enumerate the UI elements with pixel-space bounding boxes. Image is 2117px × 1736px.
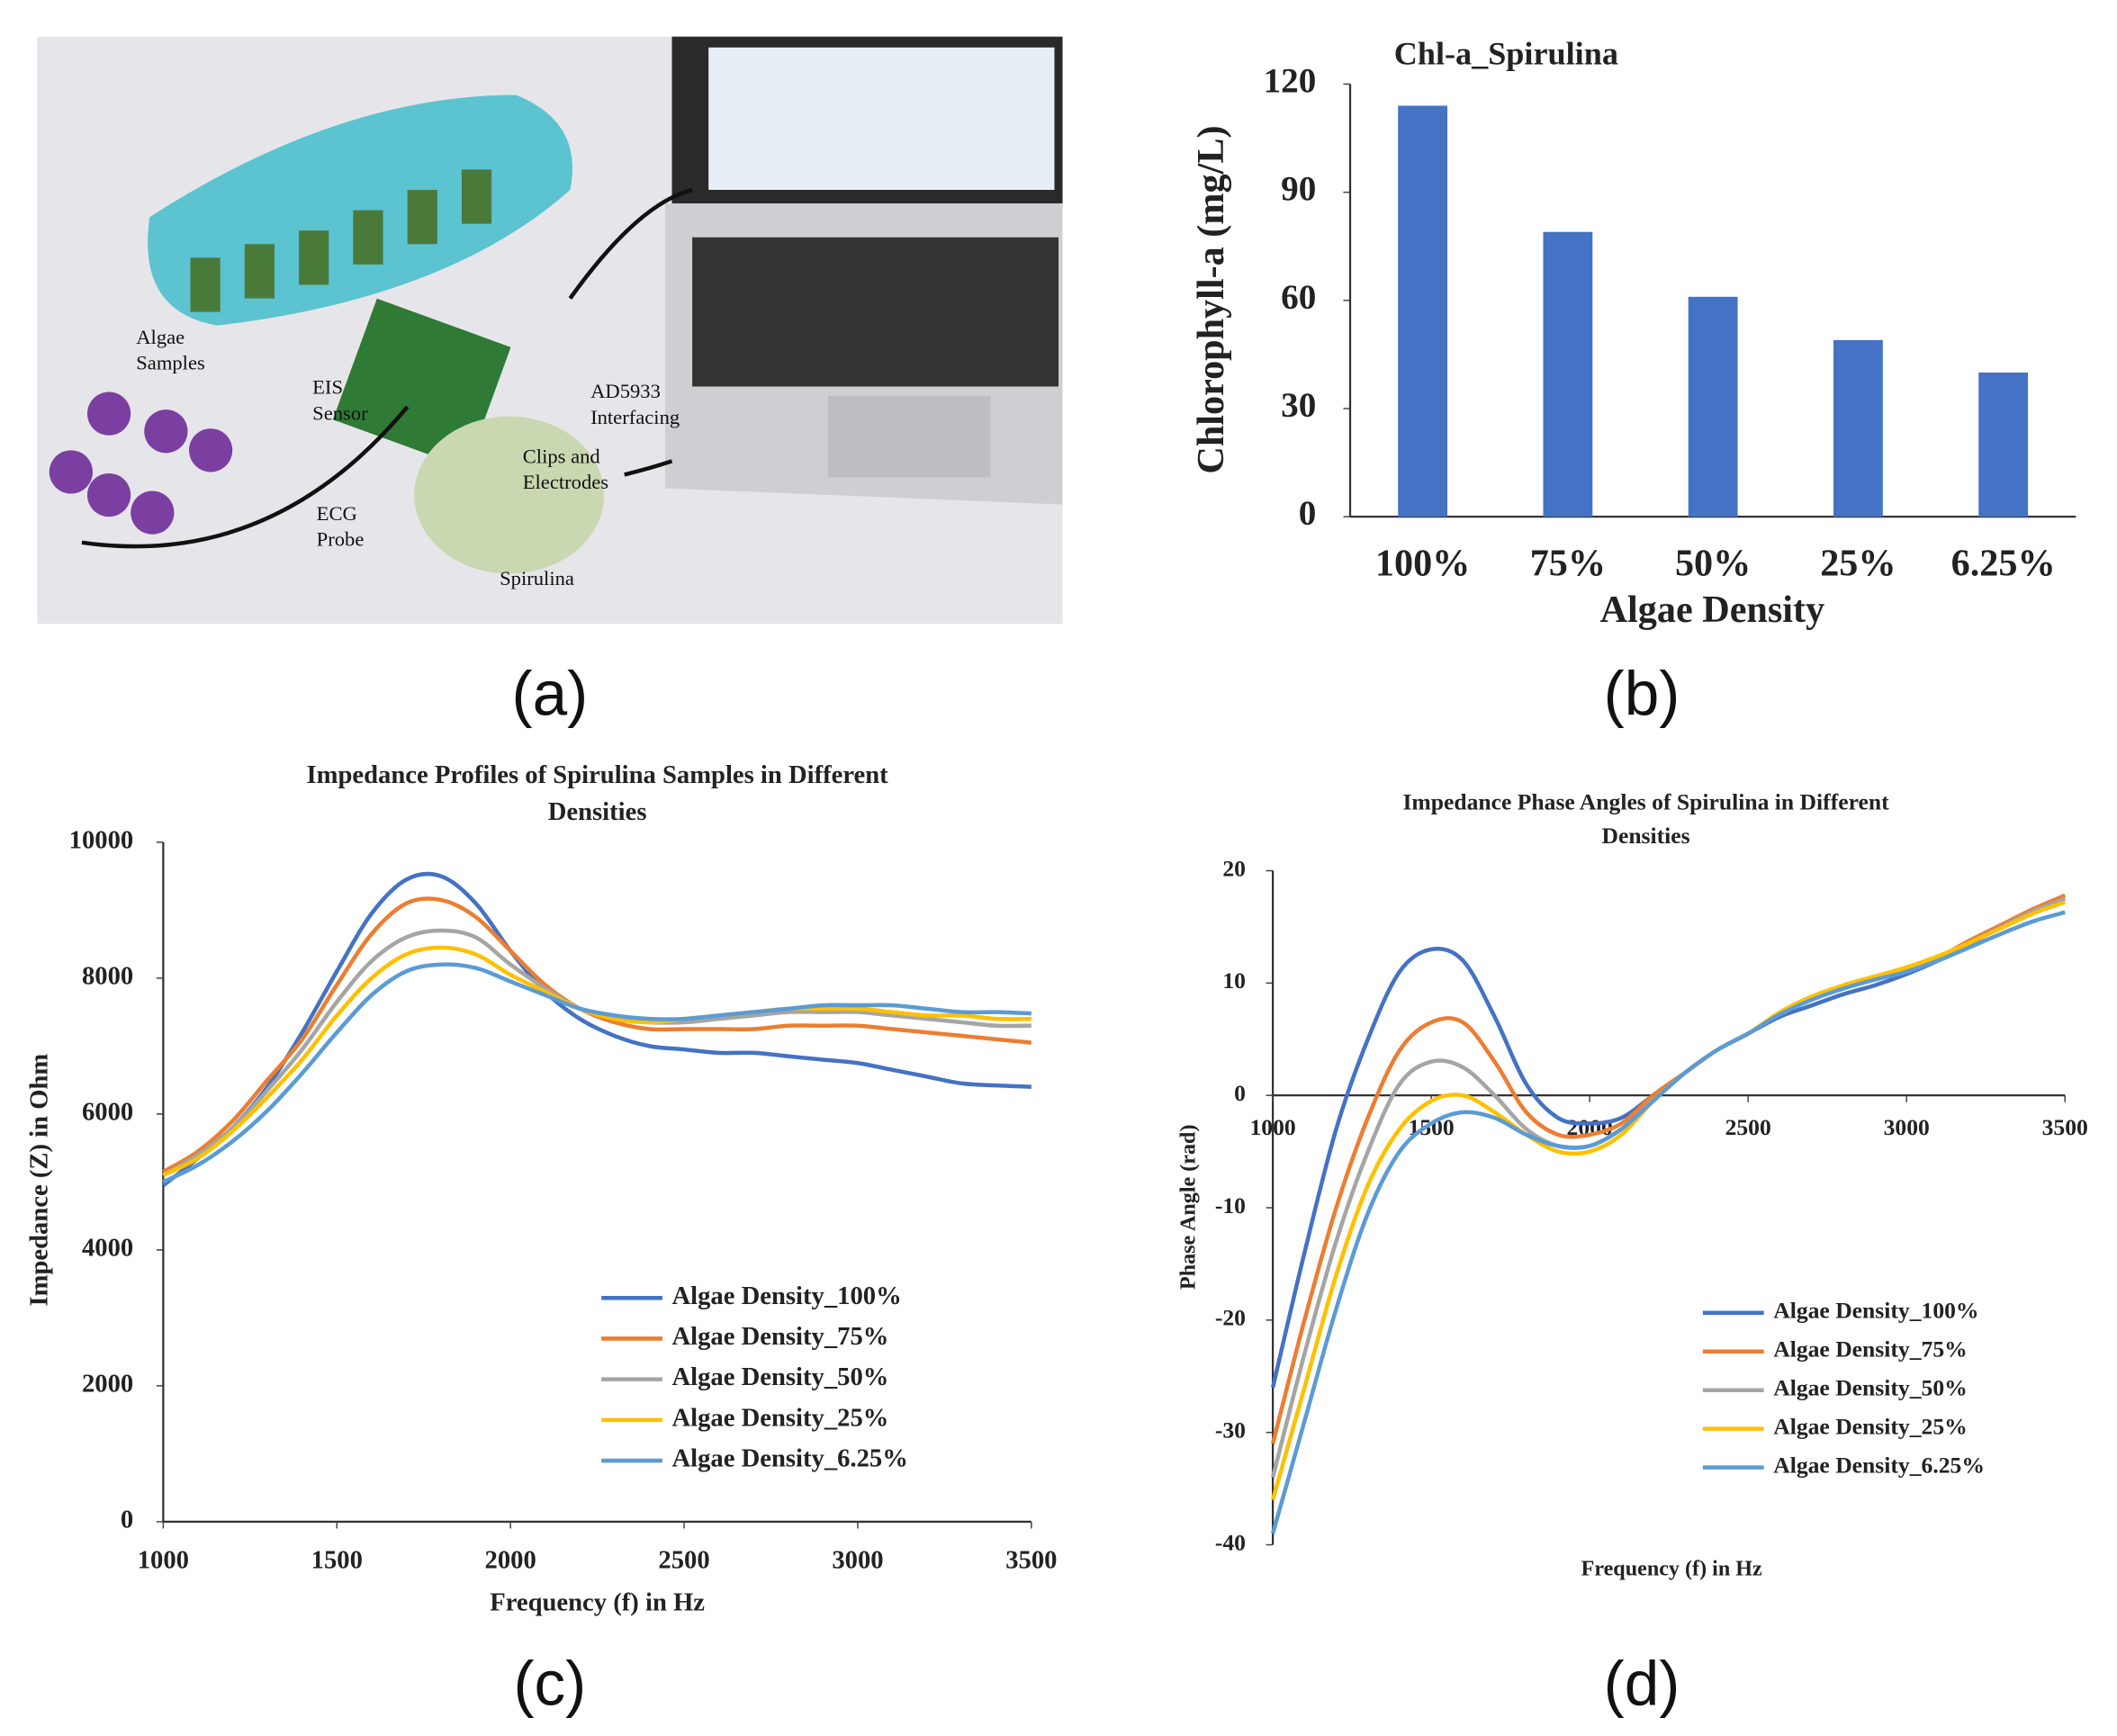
y-tick-label: 10000 (69, 825, 134, 854)
legend-label: Algae Density_6.25% (671, 1444, 907, 1473)
x-tick-label: 1000 (1250, 1114, 1296, 1140)
photo-annotation: Clips and (523, 445, 601, 468)
cables (81, 187, 693, 549)
legend-label: Algae Density_75% (1773, 1336, 1968, 1363)
bar (1398, 105, 1448, 517)
x-tick-label: 25% (1820, 543, 1896, 585)
y-tick-label: 20 (1222, 855, 1246, 881)
y-tick-label: 90 (1281, 170, 1316, 209)
y-tick-label: -20 (1215, 1305, 1246, 1331)
line-series (162, 962, 1031, 1184)
photo-annotation: Interfacing (590, 406, 680, 428)
y-tick-label: 2000 (82, 1369, 133, 1398)
x-axis-label: Frequency (f) in Hz (1581, 1558, 1762, 1581)
panel-label: (d) (1604, 1649, 1680, 1719)
y-axis-label: Phase Angle (rad) (1177, 1125, 1201, 1291)
keyboard (692, 237, 1058, 387)
x-tick-label: 100% (1375, 543, 1470, 585)
panel-label: (b) (1604, 658, 1680, 728)
photo-annotation: EIS (312, 376, 343, 399)
y-tick-label: 8000 (82, 961, 133, 990)
y-tick-label: 120 (1264, 61, 1317, 100)
x-tick-label: 3500 (1005, 1546, 1057, 1575)
legend-label: Algae Density_6.25% (1773, 1452, 1985, 1478)
photo-annotation: Electrodes (523, 471, 608, 493)
petri-dish (414, 416, 605, 574)
chart-title: Impedance Phase Angles of Spirulina in D… (1402, 789, 1889, 815)
y-tick-label: -40 (1215, 1529, 1246, 1555)
touchpad (827, 396, 991, 478)
legend-label: Algae Density_75% (671, 1322, 888, 1351)
x-tick-label: 2500 (1725, 1114, 1771, 1140)
bar (1833, 339, 1883, 517)
photo-annotation: Samples (136, 352, 205, 374)
photo-annotation: Sensor (312, 401, 368, 424)
x-tick-label: 75% (1530, 543, 1606, 585)
laptop-display (708, 47, 1055, 190)
x-tick-label: 1500 (311, 1546, 363, 1575)
line-series (161, 871, 1031, 1187)
x-tick-label: 3000 (1884, 1114, 1930, 1140)
line-series (1270, 900, 2066, 1501)
legend-label: Algae Density_25% (671, 1403, 888, 1432)
line-series (1270, 910, 2066, 1534)
legend-label: Algae Density_50% (671, 1363, 888, 1391)
bar (1543, 231, 1593, 517)
y-tick-label: 0 (121, 1505, 133, 1534)
x-tick-label: 3000 (832, 1546, 883, 1575)
x-tick-label: 6.25% (1951, 543, 2056, 585)
panel-label: (a) (512, 658, 589, 728)
line-series (162, 896, 1032, 1174)
x-tick-label: 2000 (485, 1546, 536, 1575)
y-tick-label: 10 (1222, 967, 1246, 994)
photo (37, 36, 1063, 625)
bar (1688, 296, 1738, 517)
y-tick-label: 4000 (82, 1233, 133, 1262)
chart-title: Impedance Profiles of Spirulina Samples … (307, 760, 889, 789)
y-tick-label: 6000 (82, 1097, 133, 1126)
x-tick-label: 1000 (138, 1546, 189, 1575)
chart-title: Densities (1601, 823, 1689, 849)
photo-annotation: AD5933 (590, 380, 661, 402)
x-tick-label: 3500 (2042, 1114, 2088, 1140)
bar (1978, 372, 2029, 517)
photo-annotation: Algae (136, 326, 185, 348)
x-axis-label: Algae Density (1600, 589, 1825, 631)
x-tick-label: 50% (1675, 543, 1751, 585)
x-tick-label: 2500 (658, 1546, 709, 1575)
x-axis-label: Frequency (f) in Hz (490, 1588, 705, 1616)
cuvette-caps (49, 391, 233, 535)
legend-label: Algae Density_25% (1773, 1414, 1968, 1440)
legend-label: Algae Density_100% (671, 1282, 901, 1310)
y-tick-label: 0 (1299, 494, 1317, 533)
photo-annotation: Spirulina (500, 567, 574, 589)
chart-title: Densities (548, 797, 647, 826)
panel-label: (c) (513, 1649, 586, 1719)
y-tick-label: 60 (1281, 278, 1316, 317)
y-tick-label: -10 (1215, 1192, 1246, 1219)
y-tick-label: -30 (1215, 1417, 1246, 1444)
y-axis-label: Chlorophyll-a (mg/L) (1190, 125, 1232, 473)
chart-title: Chl-a_Spirulina (1394, 36, 1618, 72)
photo-annotation: Probe (317, 527, 365, 550)
vials (190, 169, 492, 312)
y-tick-label: 0 (1234, 1080, 1246, 1106)
y-axis-label: Impedance (Z) in Ohm (24, 1054, 53, 1307)
photo-annotation: ECG (317, 502, 357, 525)
legend-label: Algae Density_100% (1773, 1298, 1978, 1324)
y-tick-label: 30 (1281, 386, 1316, 425)
legend-label: Algae Density_50% (1773, 1375, 1968, 1401)
